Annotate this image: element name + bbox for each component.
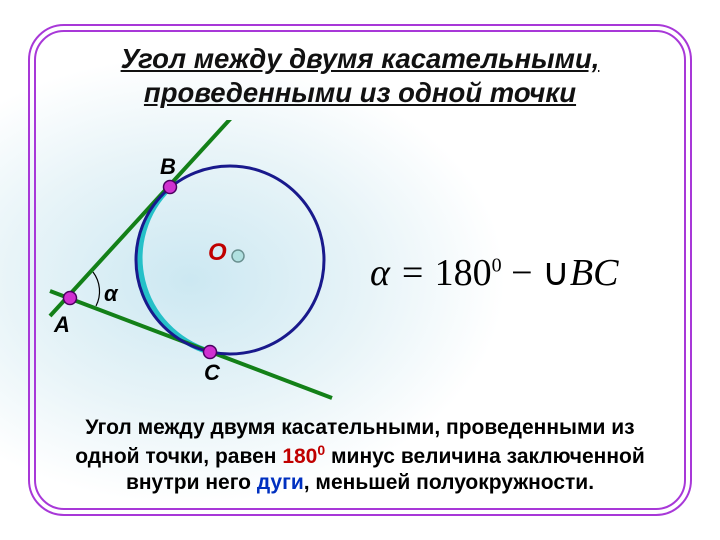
theorem-arc-word: дуги (257, 471, 304, 494)
formula-BC: BC (570, 252, 619, 294)
theorem-deg-sup: 0 (317, 442, 325, 458)
theorem-text-4: , меньшей полуокружности. (304, 471, 594, 494)
label-C: С (204, 360, 220, 386)
label-B: В (160, 154, 176, 180)
geometry-diagram: А В С О α (40, 120, 360, 400)
theorem-statement: Угол между двумя касательными, проведенн… (60, 415, 660, 496)
angle-alpha-marker (93, 272, 100, 306)
formula-alpha: α (370, 252, 390, 294)
slide-title: Угол между двумя касательными, проведенн… (60, 42, 660, 111)
formula-arc-symbol: ∪ (542, 252, 570, 294)
label-A: А (54, 312, 70, 338)
formula-sup: 0 (492, 254, 502, 276)
formula-minus: − (502, 252, 542, 294)
label-O: О (208, 239, 227, 267)
formula: α = 1800 − ∪BC (370, 250, 618, 295)
point-A (64, 292, 77, 305)
theorem-deg-num: 180 (282, 445, 317, 468)
theorem-text-2: минус (325, 445, 395, 468)
point-C (204, 346, 217, 359)
diagram-svg (40, 120, 360, 410)
label-alpha: α (104, 281, 118, 307)
point-B (164, 181, 177, 194)
formula-num: 180 (435, 252, 492, 294)
main-circle (136, 166, 324, 354)
formula-eq: = (390, 252, 435, 294)
theorem-deg: 1800 (282, 445, 325, 468)
center-O-marker (232, 250, 244, 262)
